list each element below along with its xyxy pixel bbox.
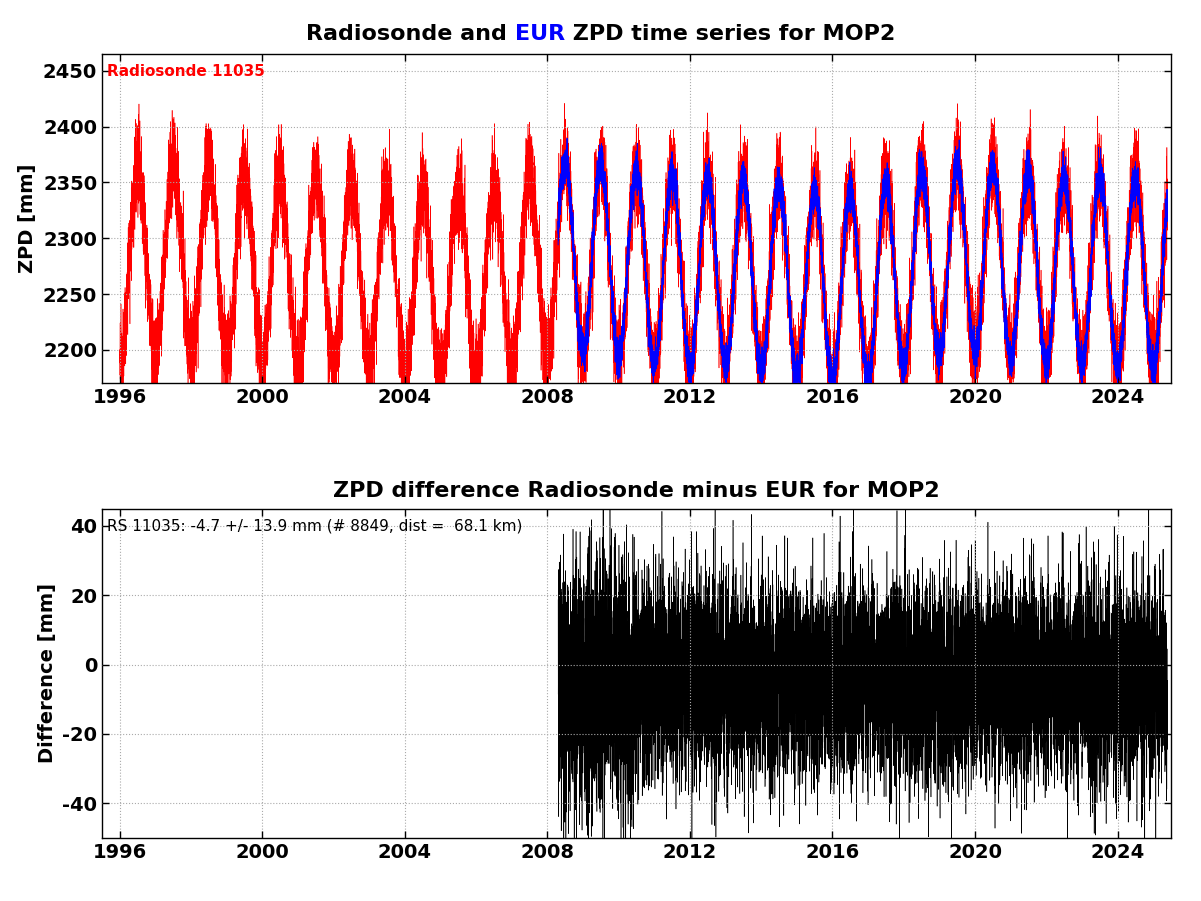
Text: ZPD time series for MOP2: ZPD time series for MOP2 — [564, 24, 895, 44]
Text: EUR: EUR — [514, 24, 564, 44]
Text: Radiosonde and: Radiosonde and — [306, 24, 514, 44]
Y-axis label: ZPD [mm]: ZPD [mm] — [18, 164, 37, 273]
Title: ZPD difference Radiosonde minus EUR for MOP2: ZPD difference Radiosonde minus EUR for … — [333, 481, 940, 502]
Y-axis label: Difference [mm]: Difference [mm] — [37, 583, 56, 763]
Text: Radiosonde 11035: Radiosonde 11035 — [107, 64, 265, 79]
Text: RS 11035: -4.7 +/- 13.9 mm (# 8849, dist =  68.1 km): RS 11035: -4.7 +/- 13.9 mm (# 8849, dist… — [107, 518, 522, 533]
